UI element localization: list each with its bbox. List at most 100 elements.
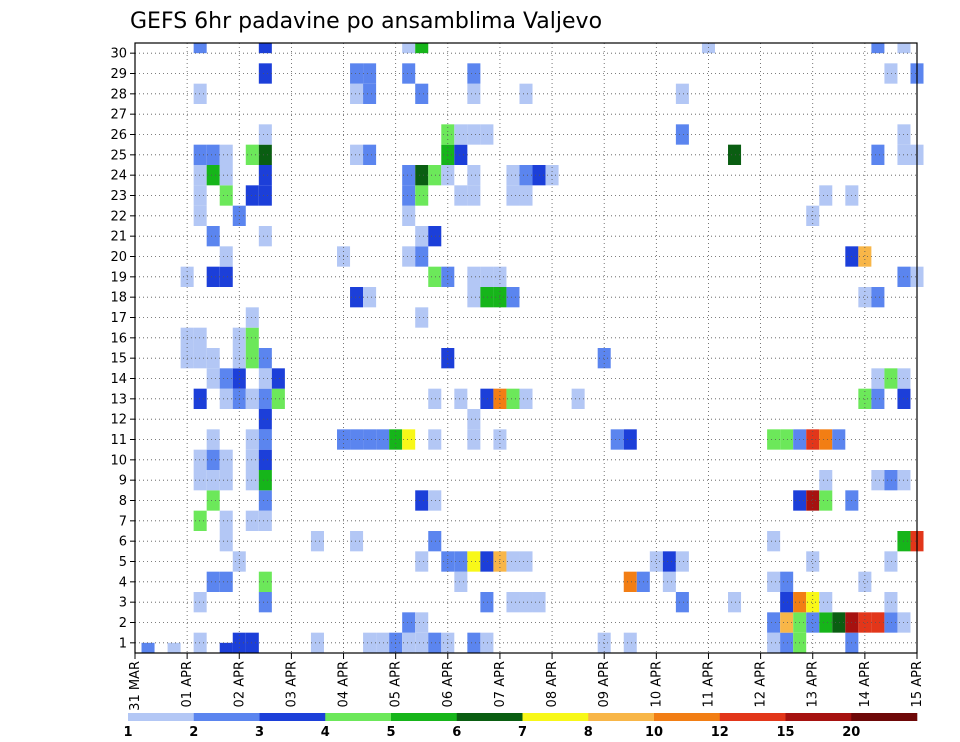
- y-tick-label: 1: [119, 636, 127, 651]
- heatmap-cell: [415, 43, 429, 54]
- y-tick-label: 12: [110, 413, 127, 428]
- heatmap-cell: [519, 185, 533, 206]
- heatmap-cell: [245, 144, 259, 165]
- x-tick-label: 31 MAR: [128, 661, 143, 711]
- heatmap-cell: [258, 63, 272, 84]
- heatmap-cell: [206, 470, 220, 491]
- heatmap-cell: [415, 551, 429, 572]
- x-tick-label: 05 APR: [389, 661, 404, 707]
- heatmap-cell: [728, 592, 742, 613]
- heatmap-cell: [219, 470, 233, 491]
- x-tick-label: 07 APR: [493, 661, 508, 707]
- heatmap-cell: [506, 551, 520, 572]
- colorbar-swatch: [522, 713, 589, 721]
- heatmap-cell: [193, 470, 207, 491]
- colorbar-label: 4: [321, 725, 330, 740]
- heatmap-cell: [206, 571, 220, 592]
- heatmap-cell: [193, 510, 207, 531]
- heatmap-cell: [819, 592, 833, 613]
- heatmap-cell: [871, 43, 885, 54]
- x-tick-label: 03 APR: [284, 661, 299, 707]
- heatmap-cell: [480, 287, 494, 308]
- heatmap-cell: [806, 612, 820, 633]
- colorbar-label: 1: [123, 725, 132, 740]
- heatmap-cell: [219, 642, 233, 653]
- heatmap-cell: [832, 612, 846, 633]
- heatmap-cell: [728, 144, 742, 165]
- heatmap-cell: [467, 266, 481, 287]
- colorbar-swatch: [719, 713, 786, 721]
- heatmap-cell: [675, 592, 689, 613]
- heatmap-cell: [649, 551, 663, 572]
- heatmap-cell: [219, 144, 233, 165]
- heatmap-cell: [193, 327, 207, 348]
- colorbar-label: 7: [518, 725, 527, 740]
- y-tick-label: 26: [110, 128, 127, 143]
- heatmap-cell: [454, 571, 468, 592]
- x-tick-label: 10 APR: [649, 661, 664, 707]
- heatmap-cell: [467, 429, 481, 450]
- y-tick-label: 21: [110, 230, 127, 245]
- heatmap-cell: [858, 287, 872, 308]
- heatmap-cell: [884, 592, 898, 613]
- heatmap-cell: [245, 388, 259, 409]
- y-tick-label: 28: [110, 87, 127, 102]
- heatmap-cell: [819, 470, 833, 491]
- heatmap-cell: [363, 63, 377, 84]
- y-axis-ticks: 1234567891011121314151617181920212223242…: [110, 47, 135, 651]
- heatmap-cell: [597, 632, 611, 653]
- colorbar-swatch: [193, 713, 260, 721]
- heatmap-cell: [258, 165, 272, 186]
- heatmap-cell: [819, 490, 833, 511]
- y-tick-label: 24: [110, 169, 127, 184]
- heatmap-cell: [219, 266, 233, 287]
- heatmap-cell: [402, 246, 416, 267]
- heatmap-cell: [506, 185, 520, 206]
- heatmap-cell: [258, 144, 272, 165]
- heatmap-cell: [506, 592, 520, 613]
- heatmap-cell: [245, 449, 259, 470]
- y-tick-label: 19: [110, 270, 127, 285]
- heatmap-cell: [767, 531, 781, 552]
- heatmap-cell: [480, 592, 494, 613]
- colorbar-label: 10: [645, 725, 663, 740]
- heatmap-cell: [884, 551, 898, 572]
- heatmap-cell: [415, 307, 429, 328]
- heatmap-cell: [467, 185, 481, 206]
- heatmap-cell: [193, 185, 207, 206]
- colorbar-swatch: [259, 713, 326, 721]
- y-tick-label: 17: [110, 311, 127, 326]
- colorbar-label: 15: [776, 725, 794, 740]
- heatmap-cell: [245, 510, 259, 531]
- heatmap-cell: [219, 368, 233, 389]
- heatmap-cell: [258, 43, 272, 54]
- heatmap-cell: [780, 571, 794, 592]
- heatmap-cell: [350, 287, 364, 308]
- heatmap-cell: [402, 165, 416, 186]
- heatmap-cell: [271, 388, 285, 409]
- heatmap-cell: [780, 612, 794, 633]
- heatmap-cell: [258, 226, 272, 247]
- heatmap-cell: [428, 266, 442, 287]
- heatmap-cell: [206, 368, 220, 389]
- colorbar-swatch: [325, 713, 392, 721]
- y-tick-label: 22: [110, 209, 127, 224]
- heatmap-cell: [415, 612, 429, 633]
- heatmap-cell: [858, 388, 872, 409]
- heatmap-cell: [402, 63, 416, 84]
- heatmap-cell: [219, 185, 233, 206]
- heatmap-cell: [245, 348, 259, 369]
- x-tick-label: 14 APR: [858, 661, 873, 707]
- heatmap-cell: [871, 144, 885, 165]
- heatmap-cell: [350, 83, 364, 104]
- y-tick-label: 4: [119, 575, 127, 590]
- heatmap-cell: [258, 510, 272, 531]
- heatmap-cell: [480, 124, 494, 145]
- heatmap-cell: [454, 124, 468, 145]
- heatmap-cell: [402, 185, 416, 206]
- heatmap-cell: [258, 449, 272, 470]
- x-tick-label: 15 APR: [910, 661, 925, 707]
- y-tick-label: 10: [110, 453, 127, 468]
- heatmap-cell: [662, 551, 676, 572]
- heatmap-cell: [467, 165, 481, 186]
